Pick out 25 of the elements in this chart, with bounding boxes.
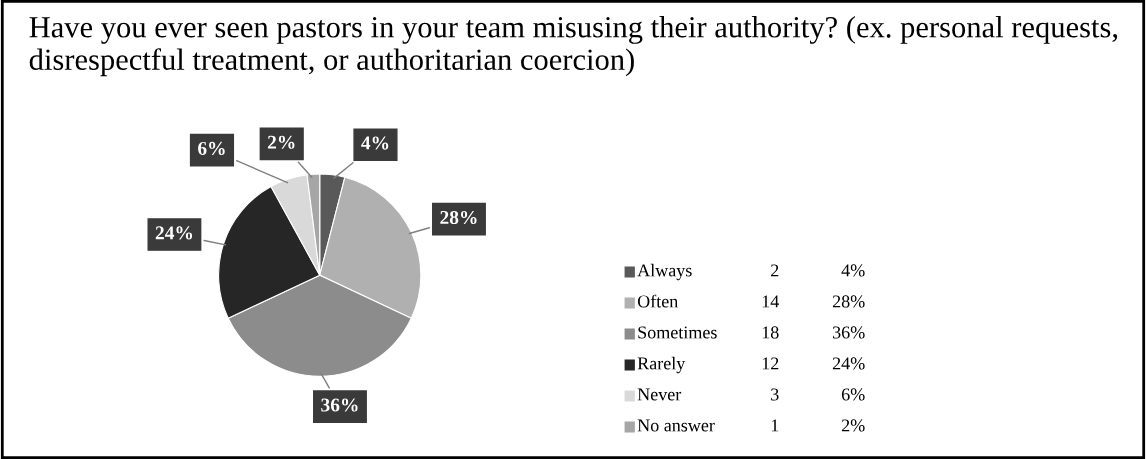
text: 4% — [841, 264, 865, 277]
legend-label: Sometimes — [638, 326, 717, 339]
text: 28% — [832, 295, 865, 308]
text: 1 — [771, 419, 779, 432]
data-label: 24% — [155, 226, 193, 240]
text: 24% — [832, 357, 865, 370]
legend-label: Rarely — [637, 356, 686, 374]
data-label: 4% — [361, 136, 389, 150]
text: 36% — [833, 326, 865, 339]
legend-label: Never — [637, 388, 682, 401]
text: 3 — [771, 388, 779, 401]
chart-title: Have you ever seen pastors in your team misusing their authority? (ex. personal requests, disrespectful treatment, or authoritarian coercion) — [29, 16, 1118, 77]
data-label: 36% — [321, 398, 358, 412]
text: 18 — [762, 326, 779, 339]
legend-label: Always — [637, 263, 692, 281]
legend-label: No answer — [637, 419, 715, 432]
text: 12 — [762, 357, 779, 370]
text: 2% — [841, 419, 865, 432]
text: 2 — [771, 264, 779, 277]
text: 14 — [762, 295, 779, 308]
text: 6% — [841, 388, 865, 401]
data-label: 2% — [267, 135, 295, 149]
data-label: 28% — [440, 210, 477, 225]
data-label: 6% — [198, 141, 225, 156]
legend-label: Often — [637, 294, 679, 308]
